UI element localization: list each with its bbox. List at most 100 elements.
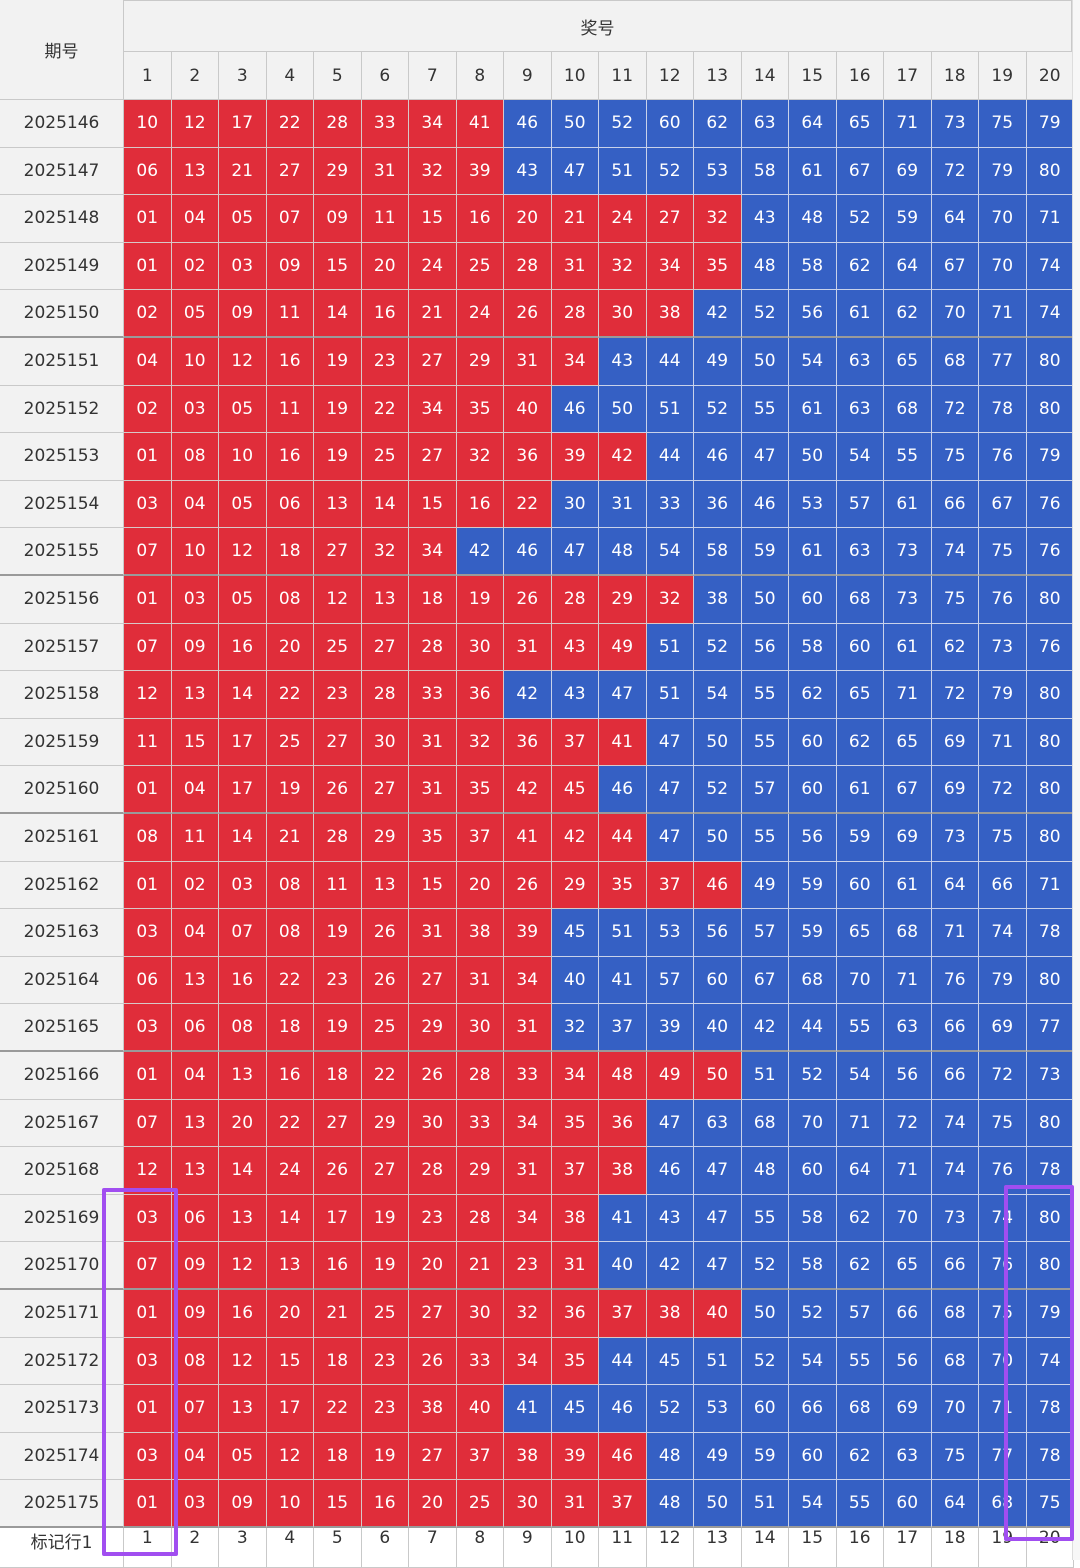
number-cell[interactable]: 12 [266, 1432, 314, 1481]
number-cell[interactable]: 46 [504, 528, 552, 576]
number-cell[interactable]: 38 [456, 909, 504, 957]
number-cell[interactable]: 39 [551, 1432, 599, 1481]
number-cell[interactable]: 26 [314, 766, 362, 814]
number-cell[interactable]: 65 [884, 718, 932, 767]
number-cell[interactable]: 02 [171, 861, 219, 910]
number-cell[interactable]: 51 [646, 385, 694, 434]
number-cell[interactable]: 08 [219, 1004, 267, 1052]
number-cell[interactable]: 54 [836, 1052, 884, 1100]
number-cell[interactable]: 27 [361, 1147, 409, 1195]
number-cell[interactable]: 23 [361, 1337, 409, 1386]
number-cell[interactable]: 26 [409, 1337, 457, 1386]
number-cell[interactable]: 76 [979, 1147, 1027, 1195]
number-cell[interactable]: 47 [694, 1242, 742, 1290]
number-cell[interactable]: 41 [599, 718, 647, 767]
number-cell[interactable]: 35 [694, 242, 742, 291]
number-cell[interactable]: 80 [1026, 766, 1074, 814]
number-cell[interactable]: 25 [266, 718, 314, 767]
number-cell[interactable]: 68 [931, 1337, 979, 1386]
number-cell[interactable]: 65 [884, 338, 932, 386]
number-cell[interactable]: 59 [836, 814, 884, 862]
number-cell[interactable]: 37 [599, 1004, 647, 1052]
number-cell[interactable]: 64 [884, 242, 932, 291]
number-cell[interactable]: 31 [551, 242, 599, 291]
number-cell[interactable]: 05 [219, 480, 267, 529]
number-cell[interactable]: 73 [884, 576, 932, 624]
number-cell[interactable]: 62 [694, 100, 742, 148]
number-cell[interactable]: 62 [931, 623, 979, 672]
number-cell[interactable]: 03 [171, 1480, 219, 1528]
number-cell[interactable]: 74 [1026, 242, 1074, 291]
number-cell[interactable]: 14 [219, 1147, 267, 1195]
number-cell[interactable]: 61 [789, 385, 837, 434]
number-cell[interactable]: 52 [741, 290, 789, 338]
number-cell[interactable]: 24 [599, 195, 647, 243]
number-cell[interactable]: 78 [1026, 1432, 1074, 1481]
number-cell[interactable]: 54 [789, 1480, 837, 1528]
number-cell[interactable]: 71 [884, 100, 932, 148]
number-cell[interactable]: 42 [694, 290, 742, 338]
number-cell[interactable]: 80 [1026, 576, 1074, 624]
number-cell[interactable]: 30 [551, 480, 599, 529]
number-cell[interactable]: 30 [456, 1004, 504, 1052]
number-cell[interactable]: 43 [599, 338, 647, 386]
number-cell[interactable]: 19 [314, 338, 362, 386]
number-cell[interactable]: 27 [409, 338, 457, 386]
number-cell[interactable]: 22 [266, 100, 314, 148]
number-cell[interactable]: 16 [314, 1242, 362, 1290]
number-cell[interactable]: 62 [836, 1194, 884, 1243]
number-cell[interactable]: 44 [789, 1004, 837, 1052]
number-cell[interactable]: 01 [124, 1052, 172, 1100]
number-cell[interactable]: 65 [884, 1242, 932, 1290]
number-cell[interactable]: 60 [836, 861, 884, 910]
number-cell[interactable]: 01 [124, 1480, 172, 1528]
number-cell[interactable]: 40 [551, 956, 599, 1005]
number-cell[interactable]: 31 [409, 766, 457, 814]
number-cell[interactable]: 21 [551, 195, 599, 243]
number-cell[interactable]: 13 [171, 1147, 219, 1195]
number-cell[interactable]: 20 [361, 242, 409, 291]
number-cell[interactable]: 44 [599, 1337, 647, 1386]
number-cell[interactable]: 39 [456, 147, 504, 196]
number-cell[interactable]: 60 [789, 1432, 837, 1481]
number-cell[interactable]: 17 [219, 766, 267, 814]
number-cell[interactable]: 15 [409, 480, 457, 529]
number-cell[interactable]: 32 [694, 195, 742, 243]
number-cell[interactable]: 06 [124, 956, 172, 1005]
number-cell[interactable]: 54 [646, 528, 694, 576]
number-cell[interactable]: 03 [124, 1337, 172, 1386]
number-cell[interactable]: 74 [979, 909, 1027, 957]
number-cell[interactable]: 71 [836, 1099, 884, 1148]
number-cell[interactable]: 15 [314, 1480, 362, 1528]
number-cell[interactable]: 22 [266, 671, 314, 719]
number-cell[interactable]: 63 [836, 385, 884, 434]
number-cell[interactable]: 66 [789, 1385, 837, 1433]
number-cell[interactable]: 04 [171, 766, 219, 814]
number-cell[interactable]: 33 [646, 480, 694, 529]
number-cell[interactable]: 43 [551, 671, 599, 719]
number-cell[interactable]: 61 [836, 766, 884, 814]
number-cell[interactable]: 34 [551, 338, 599, 386]
number-cell[interactable]: 63 [741, 100, 789, 148]
number-cell[interactable]: 71 [931, 909, 979, 957]
number-cell[interactable]: 18 [266, 1004, 314, 1052]
number-cell[interactable]: 18 [314, 1052, 362, 1100]
number-cell[interactable]: 53 [694, 1385, 742, 1433]
number-cell[interactable]: 28 [361, 671, 409, 719]
number-cell[interactable]: 23 [361, 1385, 409, 1433]
number-cell[interactable]: 47 [741, 433, 789, 481]
number-cell[interactable]: 35 [409, 814, 457, 862]
number-cell[interactable]: 01 [124, 576, 172, 624]
number-cell[interactable]: 26 [504, 576, 552, 624]
number-cell[interactable]: 47 [646, 766, 694, 814]
number-cell[interactable]: 45 [551, 766, 599, 814]
number-cell[interactable]: 38 [409, 1385, 457, 1433]
number-cell[interactable]: 76 [1026, 480, 1074, 529]
number-cell[interactable]: 27 [314, 1099, 362, 1148]
number-cell[interactable]: 68 [884, 909, 932, 957]
number-cell[interactable]: 28 [314, 814, 362, 862]
number-cell[interactable]: 50 [599, 385, 647, 434]
number-cell[interactable]: 23 [361, 338, 409, 386]
number-cell[interactable]: 36 [504, 433, 552, 481]
number-cell[interactable]: 55 [836, 1337, 884, 1386]
